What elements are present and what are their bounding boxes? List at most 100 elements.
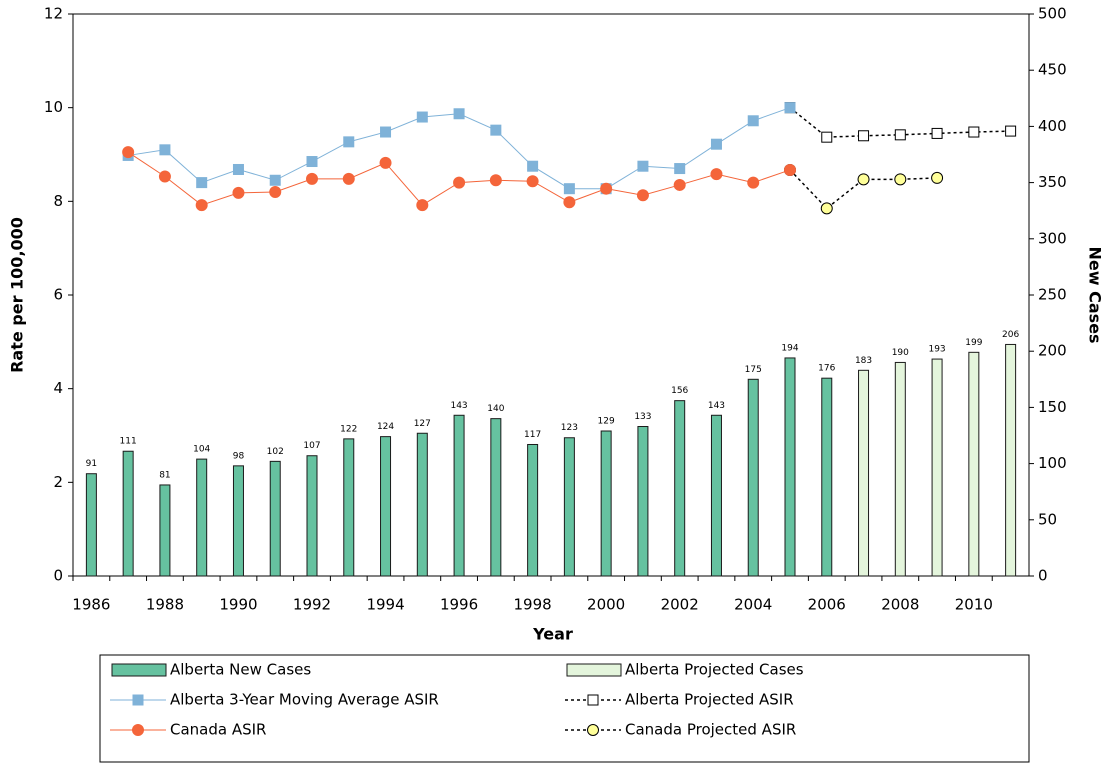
bar-value-label: 156 — [671, 386, 688, 396]
x-tick-label: 1994 — [366, 596, 404, 614]
line-marker — [710, 138, 722, 150]
bar — [453, 414, 465, 577]
legend-marker — [587, 724, 599, 736]
legend-marker — [587, 694, 599, 706]
line-marker — [931, 127, 943, 139]
bar — [563, 437, 575, 577]
line-marker — [158, 170, 171, 183]
x-tick-label: 2010 — [955, 596, 993, 614]
legend-label: Canada ASIR — [170, 721, 266, 739]
x-tick-label: 1992 — [293, 596, 331, 614]
y2-tick-label: 0 — [1038, 567, 1048, 585]
bar-value-label: 91 — [86, 459, 97, 469]
line-marker — [380, 126, 392, 138]
line-marker — [416, 199, 429, 212]
bar — [931, 358, 943, 577]
line-marker — [674, 163, 686, 175]
y2-tick-label: 450 — [1038, 61, 1067, 79]
y-axis-title: Rate per 100,000 — [8, 217, 27, 373]
y2-tick-label: 200 — [1038, 342, 1067, 360]
bar — [343, 438, 355, 577]
bar — [527, 443, 539, 577]
bar — [858, 369, 870, 577]
bar-value-label: 117 — [524, 430, 541, 440]
bar-value-label: 104 — [193, 445, 210, 455]
bar — [269, 460, 281, 577]
line-marker — [894, 173, 907, 186]
y2-tick-label: 350 — [1038, 173, 1067, 191]
bar-value-label: 122 — [340, 424, 357, 434]
y-tick-label: 0 — [53, 567, 63, 585]
line-marker — [306, 172, 318, 185]
line-marker — [563, 196, 576, 209]
y2-tick-label: 400 — [1038, 117, 1067, 135]
bar-value-label: 143 — [708, 401, 725, 411]
bar-value-label: 199 — [965, 338, 982, 348]
line-marker — [453, 108, 465, 120]
line-marker — [306, 156, 318, 168]
x-tick-label: 2006 — [808, 596, 846, 614]
bar-value-label: 193 — [928, 345, 945, 355]
bar-value-label: 194 — [781, 343, 798, 353]
line-marker — [269, 185, 282, 198]
line-marker — [269, 174, 281, 186]
legend-label: Canada Projected ASIR — [625, 721, 796, 739]
line-marker — [342, 172, 355, 185]
y2-tick-label: 250 — [1038, 286, 1067, 304]
bar-value-label: 143 — [450, 401, 467, 411]
bar-value-label: 129 — [598, 417, 615, 427]
bar-value-label: 127 — [414, 419, 431, 429]
bar — [416, 432, 428, 577]
bar-value-label: 124 — [377, 422, 394, 432]
line-marker — [821, 131, 833, 143]
y-tick-label: 4 — [53, 379, 63, 397]
line-marker — [343, 136, 355, 148]
bar-value-label: 206 — [1002, 330, 1019, 340]
line-marker — [196, 177, 208, 189]
line-marker — [490, 124, 502, 136]
bar-value-label: 140 — [487, 404, 504, 414]
line-marker — [159, 144, 171, 156]
x-axis-title: Year — [532, 625, 573, 644]
bar — [196, 458, 208, 577]
legend-label: Alberta Projected ASIR — [625, 691, 794, 709]
line-marker — [784, 102, 796, 114]
line-marker — [858, 130, 870, 142]
bar-value-label: 176 — [818, 364, 835, 374]
y-tick-label: 12 — [44, 5, 63, 23]
line-marker — [416, 111, 428, 123]
line-marker — [122, 146, 135, 159]
line-marker — [600, 182, 613, 195]
line-marker — [857, 173, 870, 186]
x-tick-label: 1986 — [72, 596, 110, 614]
bar — [968, 351, 980, 577]
y2-tick-label: 150 — [1038, 398, 1067, 416]
line-marker — [1005, 125, 1017, 137]
bar — [600, 430, 612, 577]
line-marker — [526, 175, 539, 188]
y2-tick-label: 500 — [1038, 5, 1067, 23]
bar-value-label: 175 — [745, 365, 762, 375]
line-marker — [563, 183, 575, 195]
bar — [747, 378, 759, 577]
y2-tick-label: 50 — [1038, 510, 1057, 528]
x-tick-label: 2008 — [881, 596, 919, 614]
bar-value-label: 190 — [892, 348, 909, 358]
bar — [490, 418, 502, 577]
bar-value-label: 81 — [159, 470, 170, 480]
y-tick-label: 2 — [53, 473, 63, 491]
bar-value-label: 111 — [120, 437, 137, 447]
line-marker — [968, 126, 980, 138]
bar — [710, 414, 722, 577]
bar — [637, 426, 649, 577]
bar-value-label: 102 — [267, 447, 284, 457]
line-marker — [453, 176, 466, 189]
legend-marker — [132, 724, 144, 736]
bar — [85, 473, 97, 577]
legend-box — [99, 654, 1030, 763]
bar — [122, 450, 134, 577]
legend-label: Alberta Projected Cases — [625, 661, 804, 679]
line-marker — [894, 129, 906, 141]
legend-swatch — [111, 663, 167, 677]
